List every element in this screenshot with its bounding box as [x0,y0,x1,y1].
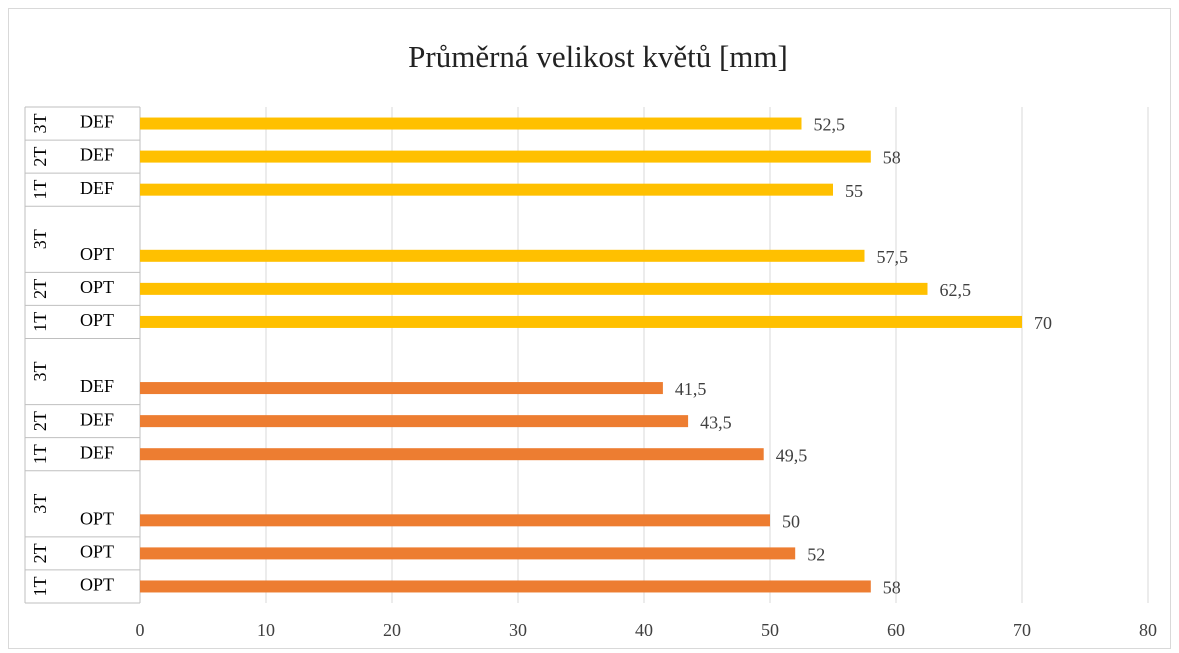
category-label: DEF [80,112,114,132]
group-label: 3T [30,229,50,249]
x-tick-label: 80 [1139,620,1157,640]
category-label: OPT [80,575,114,595]
category-label: OPT [80,244,114,264]
data-label: 70 [1034,313,1052,333]
bar [140,249,865,262]
data-label: 52 [807,545,825,565]
category-label: DEF [80,145,114,165]
category-label: OPT [80,508,114,528]
data-label: 58 [883,578,901,598]
x-tick-label: 0 [136,620,145,640]
group-label: 1T [30,312,50,332]
bar [140,448,764,461]
bar [140,183,833,196]
data-label: 55 [845,181,863,201]
data-label: 50 [782,511,800,531]
x-tick-label: 70 [1013,620,1031,640]
group-label: 1T [30,576,50,596]
data-label: 52,5 [814,115,846,135]
category-label: DEF [80,409,114,429]
data-label: 58 [883,148,901,168]
bar [140,547,796,560]
x-tick-label: 40 [635,620,653,640]
x-tick-label: 20 [383,620,401,640]
x-tick-label: 60 [887,620,905,640]
bar [140,514,770,527]
group-label: 1T [30,444,50,464]
bar [140,580,871,593]
bar [140,150,871,163]
bar [140,415,689,428]
category-label: DEF [80,178,114,198]
chart-frame [8,8,1171,649]
category-label: OPT [80,277,114,297]
group-label: 2T [30,147,50,167]
category-label: OPT [80,310,114,330]
bar [140,382,663,395]
group-label: 1T [30,180,50,200]
group-label: 3T [30,114,50,134]
category-label: DEF [80,442,114,462]
group-label: 3T [30,494,50,514]
data-label: 62,5 [940,280,972,300]
x-tick-label: 10 [257,620,275,640]
bar [140,315,1022,328]
x-tick-label: 50 [761,620,779,640]
data-label: 49,5 [776,445,808,465]
data-label: 43,5 [700,412,732,432]
group-label: 3T [30,362,50,382]
bar [140,282,928,295]
bar [140,117,802,130]
category-label: DEF [80,376,114,396]
group-label: 2T [30,543,50,563]
group-label: 2T [30,411,50,431]
x-tick-label: 30 [509,620,527,640]
group-label: 2T [30,279,50,299]
category-label: OPT [80,542,114,562]
data-label: 57,5 [877,247,909,267]
chart-title: Průměrná velikost květů [mm] [408,39,788,74]
data-label: 41,5 [675,379,707,399]
